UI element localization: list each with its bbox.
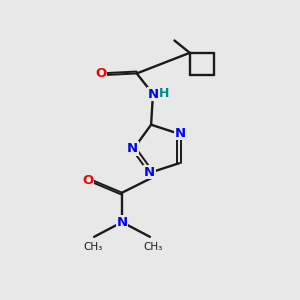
Text: H: H [159, 87, 169, 100]
Text: O: O [82, 174, 93, 188]
Text: CH₃: CH₃ [143, 242, 163, 252]
Text: N: N [147, 88, 158, 100]
Text: N: N [127, 142, 138, 155]
Text: O: O [95, 67, 106, 80]
Text: N: N [144, 166, 155, 179]
Text: CH₃: CH₃ [83, 242, 102, 252]
Text: N: N [116, 216, 128, 229]
Text: N: N [175, 127, 186, 140]
